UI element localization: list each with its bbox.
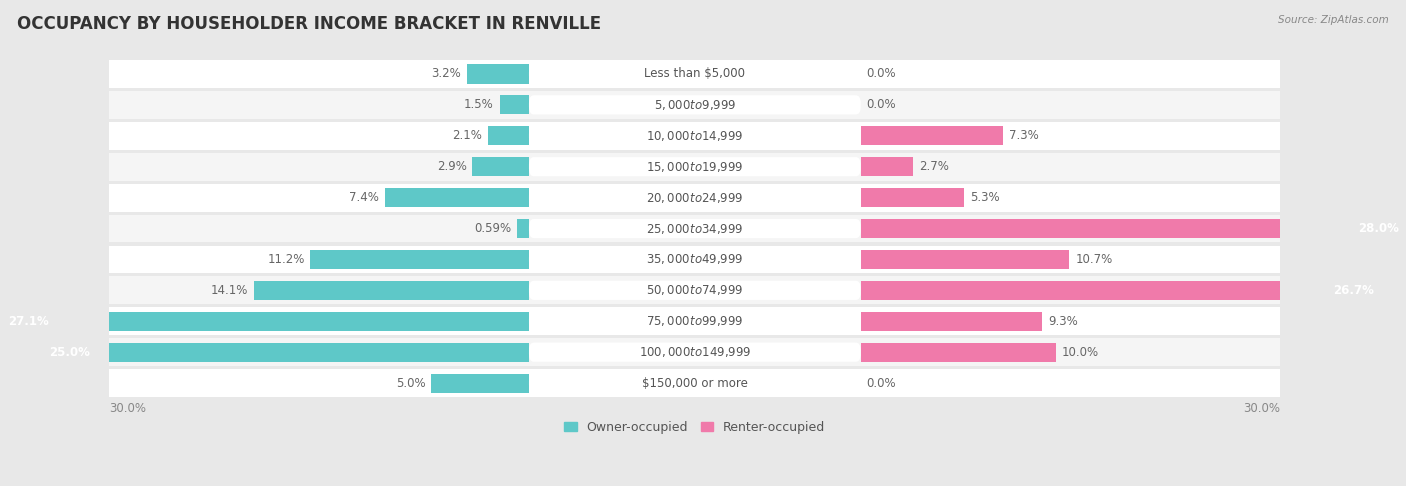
Bar [385, 188, 529, 207]
Text: 0.0%: 0.0% [866, 98, 896, 111]
Bar [488, 126, 529, 145]
Bar [860, 343, 1056, 362]
Text: 7.4%: 7.4% [349, 191, 378, 204]
Text: 0.0%: 0.0% [866, 68, 896, 81]
Bar [472, 157, 529, 176]
FancyBboxPatch shape [529, 312, 860, 331]
Bar [499, 95, 529, 115]
Bar [860, 157, 914, 176]
Text: $5,000 to $9,999: $5,000 to $9,999 [654, 98, 737, 112]
Bar [432, 374, 529, 393]
Bar [860, 188, 965, 207]
Text: 5.0%: 5.0% [396, 377, 426, 390]
Text: 0.0%: 0.0% [866, 377, 896, 390]
FancyBboxPatch shape [529, 374, 860, 393]
Text: 28.0%: 28.0% [1358, 222, 1399, 235]
Text: $25,000 to $34,999: $25,000 to $34,999 [647, 222, 744, 236]
Text: 1.5%: 1.5% [464, 98, 494, 111]
Text: $35,000 to $49,999: $35,000 to $49,999 [647, 252, 744, 266]
Text: 30.0%: 30.0% [1243, 402, 1281, 415]
Text: 10.7%: 10.7% [1076, 253, 1112, 266]
Bar [0, 312, 529, 331]
Text: OCCUPANCY BY HOUSEHOLDER INCOME BRACKET IN RENVILLE: OCCUPANCY BY HOUSEHOLDER INCOME BRACKET … [17, 15, 600, 33]
Text: 11.2%: 11.2% [267, 253, 305, 266]
Bar [110, 184, 1281, 211]
Text: 2.9%: 2.9% [437, 160, 467, 173]
Text: 27.1%: 27.1% [8, 315, 49, 328]
Bar [110, 153, 1281, 181]
Bar [467, 64, 529, 84]
Text: 5.3%: 5.3% [970, 191, 1000, 204]
FancyBboxPatch shape [529, 250, 860, 269]
Bar [110, 91, 1281, 119]
Bar [860, 281, 1382, 300]
Bar [41, 343, 529, 362]
Text: $150,000 or more: $150,000 or more [643, 377, 748, 390]
FancyBboxPatch shape [529, 157, 860, 176]
Text: 30.0%: 30.0% [110, 402, 146, 415]
Text: 7.3%: 7.3% [1010, 129, 1039, 142]
Bar [860, 250, 1070, 269]
Text: $50,000 to $74,999: $50,000 to $74,999 [647, 283, 744, 297]
Text: 14.1%: 14.1% [211, 284, 247, 297]
Text: Less than $5,000: Less than $5,000 [644, 68, 745, 81]
Text: $20,000 to $24,999: $20,000 to $24,999 [647, 191, 744, 205]
Text: 26.7%: 26.7% [1333, 284, 1374, 297]
FancyBboxPatch shape [529, 64, 860, 84]
FancyBboxPatch shape [529, 219, 860, 238]
Bar [110, 122, 1281, 150]
FancyBboxPatch shape [529, 126, 860, 145]
Text: Source: ZipAtlas.com: Source: ZipAtlas.com [1278, 15, 1389, 25]
FancyBboxPatch shape [529, 188, 860, 207]
Bar [517, 219, 529, 238]
Text: 10.0%: 10.0% [1062, 346, 1099, 359]
Text: 3.2%: 3.2% [430, 68, 461, 81]
Bar [110, 215, 1281, 243]
Bar [110, 245, 1281, 273]
Text: $10,000 to $14,999: $10,000 to $14,999 [647, 129, 744, 143]
Text: 2.1%: 2.1% [453, 129, 482, 142]
Bar [110, 277, 1281, 304]
Text: $15,000 to $19,999: $15,000 to $19,999 [647, 160, 744, 174]
Bar [110, 60, 1281, 88]
FancyBboxPatch shape [529, 281, 860, 300]
Text: 0.59%: 0.59% [474, 222, 512, 235]
Bar [311, 250, 529, 269]
FancyBboxPatch shape [529, 343, 860, 362]
FancyBboxPatch shape [529, 95, 860, 115]
Bar [860, 126, 1002, 145]
Bar [110, 369, 1281, 397]
Text: $100,000 to $149,999: $100,000 to $149,999 [638, 345, 751, 359]
Text: 9.3%: 9.3% [1047, 315, 1078, 328]
Bar [860, 219, 1406, 238]
Bar [254, 281, 529, 300]
Bar [860, 312, 1042, 331]
Legend: Owner-occupied, Renter-occupied: Owner-occupied, Renter-occupied [560, 416, 831, 439]
Text: 2.7%: 2.7% [920, 160, 949, 173]
Bar [110, 338, 1281, 366]
Bar [110, 307, 1281, 335]
Text: 25.0%: 25.0% [49, 346, 90, 359]
Text: $75,000 to $99,999: $75,000 to $99,999 [647, 314, 744, 328]
